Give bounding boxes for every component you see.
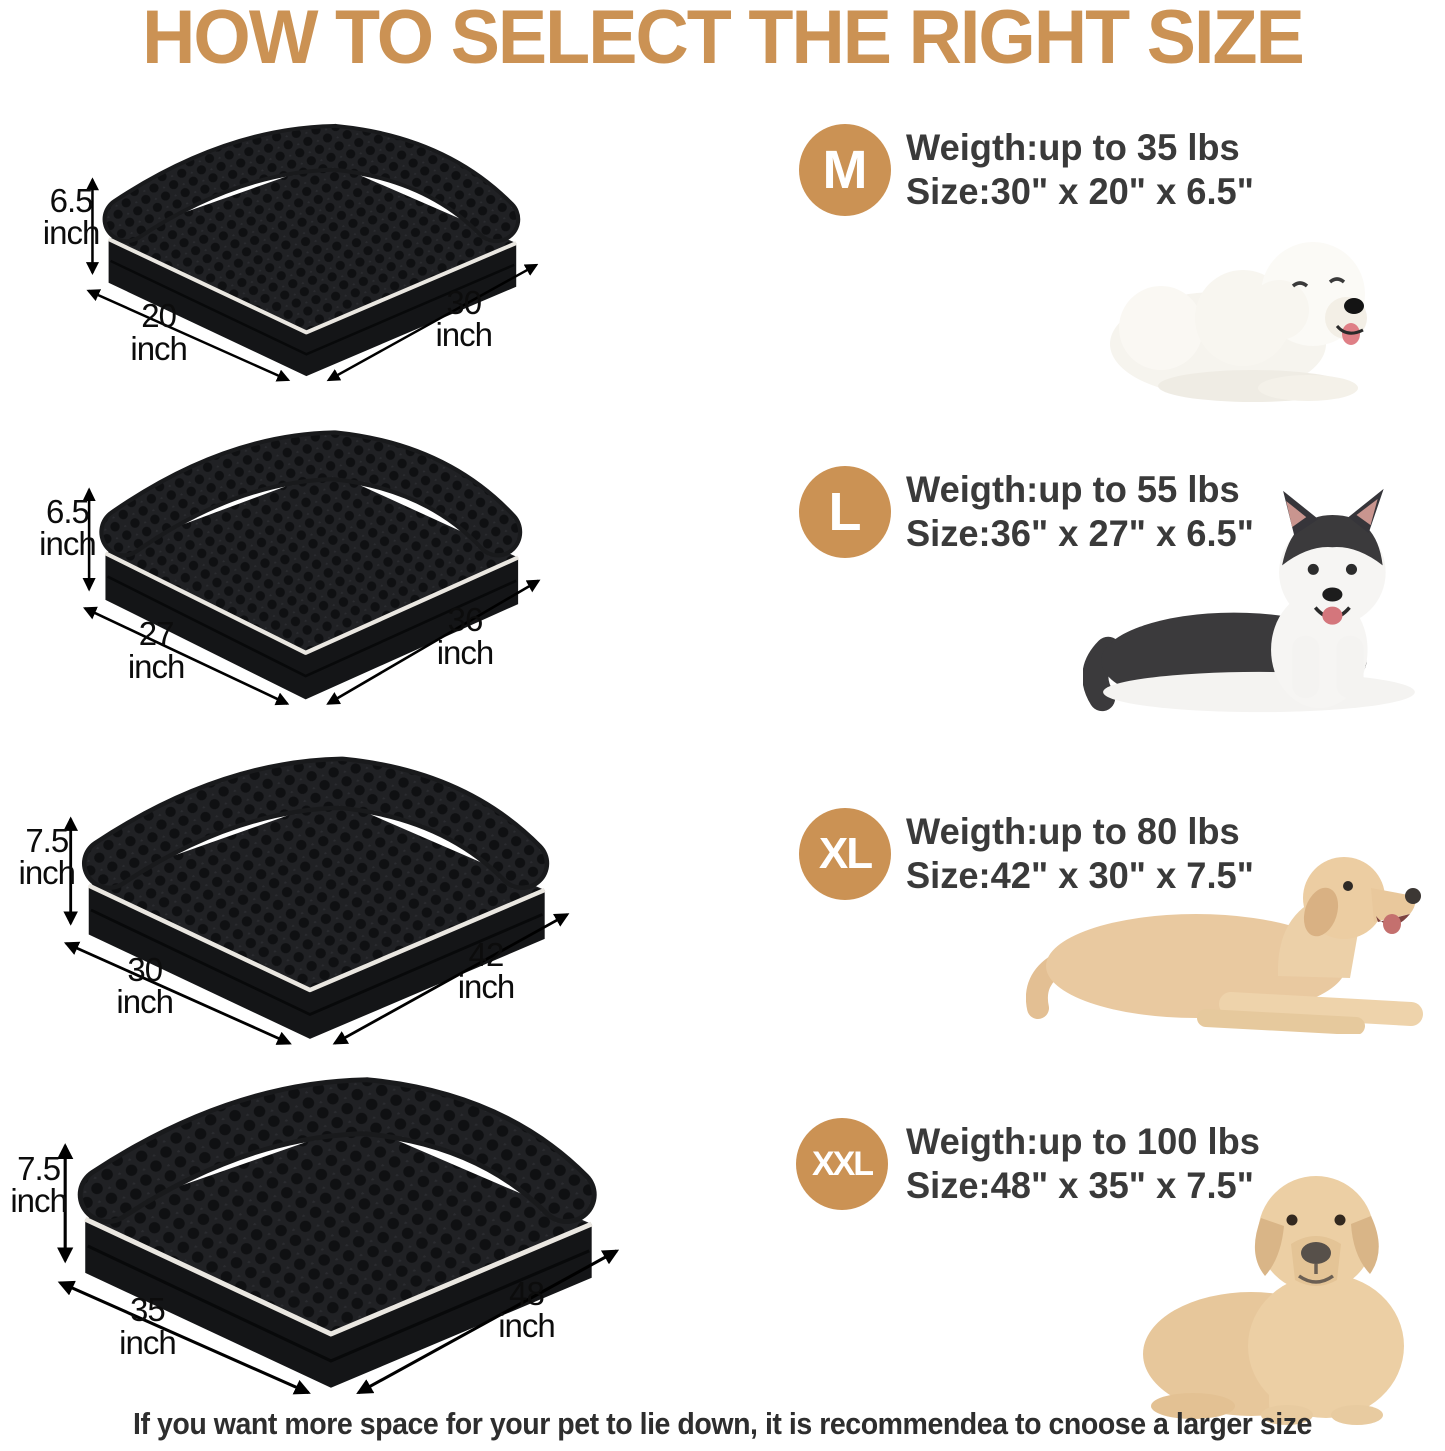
width-label: 35 inch bbox=[119, 1291, 177, 1361]
dog-photo-bichon-frise bbox=[1103, 226, 1403, 406]
size-text: Size:36" x 27" x 6.5" bbox=[906, 512, 1254, 554]
height-label: 6.5 inch bbox=[39, 492, 97, 562]
length-label: 30 inch bbox=[435, 283, 493, 354]
weight-text: Weigth:up to 100 lbs bbox=[906, 1121, 1260, 1162]
size-text: Size:30" x 20" x 6.5" bbox=[906, 170, 1254, 212]
length-label: 42 inch bbox=[457, 936, 516, 1006]
length-label: 48 inch bbox=[498, 1274, 556, 1345]
width-label: 20 inch bbox=[130, 297, 188, 367]
height-label: 7.5 inch bbox=[10, 1149, 68, 1219]
page-title: HOW TO SELECT THE RIGHT SIZE bbox=[142, 0, 1305, 80]
size-badge-m: M bbox=[799, 124, 891, 216]
size-text: Size:48" x 35" x 7.5" bbox=[906, 1164, 1254, 1206]
size-badge-xxl: XXL bbox=[796, 1118, 888, 1210]
size-badge-xl: XL bbox=[799, 808, 891, 900]
size-info-xxl: Weigth:up to 100 lbs Size:48" x 35" x 7.… bbox=[906, 1120, 1260, 1207]
size-info-xl: Weigth:up to 80 lbs Size:42" x 30" x 7.5… bbox=[906, 810, 1254, 897]
length-label: 36 inch bbox=[436, 601, 495, 671]
footer-note: If you want more space for your pet to l… bbox=[133, 1406, 1312, 1441]
bed-dimension-diagram-l: 6.5 inch 27 inch 36 inch bbox=[36, 424, 608, 710]
width-label: 27 inch bbox=[127, 615, 186, 685]
weight-text: Weigth:up to 80 lbs bbox=[906, 811, 1240, 852]
weight-text: Weigth:up to 35 lbs bbox=[906, 127, 1240, 168]
height-label: 6.5 inch bbox=[42, 182, 101, 252]
dog-photo-golden-retriever bbox=[1026, 836, 1445, 1034]
weight-text: Weigth:up to 55 lbs bbox=[906, 469, 1240, 510]
bed-dimension-diagram-xl: 7.5 inch 30 inch 42 inch bbox=[12, 750, 644, 1050]
height-label: 7.5 inch bbox=[18, 822, 76, 892]
size-info-m: Weigth:up to 35 lbs Size:30" x 20" x 6.5… bbox=[906, 126, 1254, 213]
dog-photo-siberian-husky bbox=[1083, 476, 1445, 714]
bed-dimension-diagram-m: 6.5 inch 20 inch 30 inch bbox=[40, 118, 605, 386]
dog-photo-labrador bbox=[1141, 1156, 1445, 1426]
size-info-l: Weigth:up to 55 lbs Size:36" x 27" x 6.5… bbox=[906, 468, 1254, 555]
bed-dimension-diagram-xxl: 7.5 inch 35 inch 48 inch bbox=[0, 1070, 702, 1400]
width-label: 30 inch bbox=[116, 951, 174, 1021]
size-badge-l: L bbox=[799, 466, 891, 558]
size-text: Size:42" x 30" x 7.5" bbox=[906, 854, 1254, 896]
